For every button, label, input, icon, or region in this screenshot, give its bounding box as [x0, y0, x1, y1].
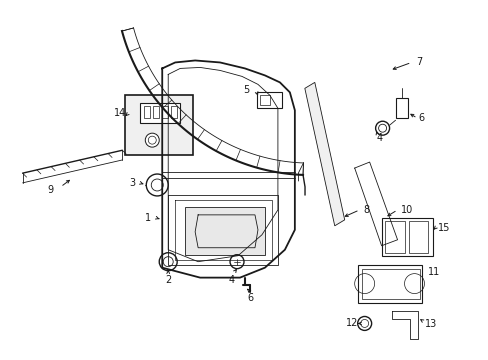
- Text: 8: 8: [363, 205, 369, 215]
- Text: 6: 6: [246, 293, 252, 302]
- Text: 13: 13: [425, 319, 437, 329]
- Text: 15: 15: [437, 223, 450, 233]
- Text: 9: 9: [47, 185, 54, 195]
- Text: 2: 2: [165, 275, 171, 285]
- Polygon shape: [304, 82, 344, 226]
- Bar: [357, 265, 422, 302]
- Text: 10: 10: [401, 205, 413, 215]
- Bar: [256, 92, 281, 108]
- Text: 14: 14: [114, 108, 126, 118]
- Text: 12: 12: [345, 319, 357, 328]
- Bar: [381, 218, 432, 256]
- Circle shape: [145, 133, 159, 147]
- Text: 5: 5: [243, 85, 248, 95]
- Bar: [407, 221, 427, 253]
- Text: 3: 3: [129, 178, 135, 188]
- Text: 6: 6: [418, 113, 424, 123]
- Bar: [144, 106, 150, 118]
- Bar: [361, 269, 419, 298]
- Bar: [162, 106, 168, 118]
- Bar: [125, 95, 193, 155]
- Bar: [140, 103, 180, 123]
- Text: 1: 1: [145, 213, 151, 223]
- Text: 11: 11: [427, 267, 440, 276]
- Text: 4: 4: [376, 133, 382, 143]
- Text: 7: 7: [415, 58, 422, 67]
- Polygon shape: [185, 207, 264, 255]
- Bar: [395, 98, 407, 118]
- Bar: [260, 95, 269, 105]
- Bar: [153, 106, 159, 118]
- Bar: [171, 106, 177, 118]
- Bar: [384, 221, 404, 253]
- Text: 4: 4: [228, 275, 235, 285]
